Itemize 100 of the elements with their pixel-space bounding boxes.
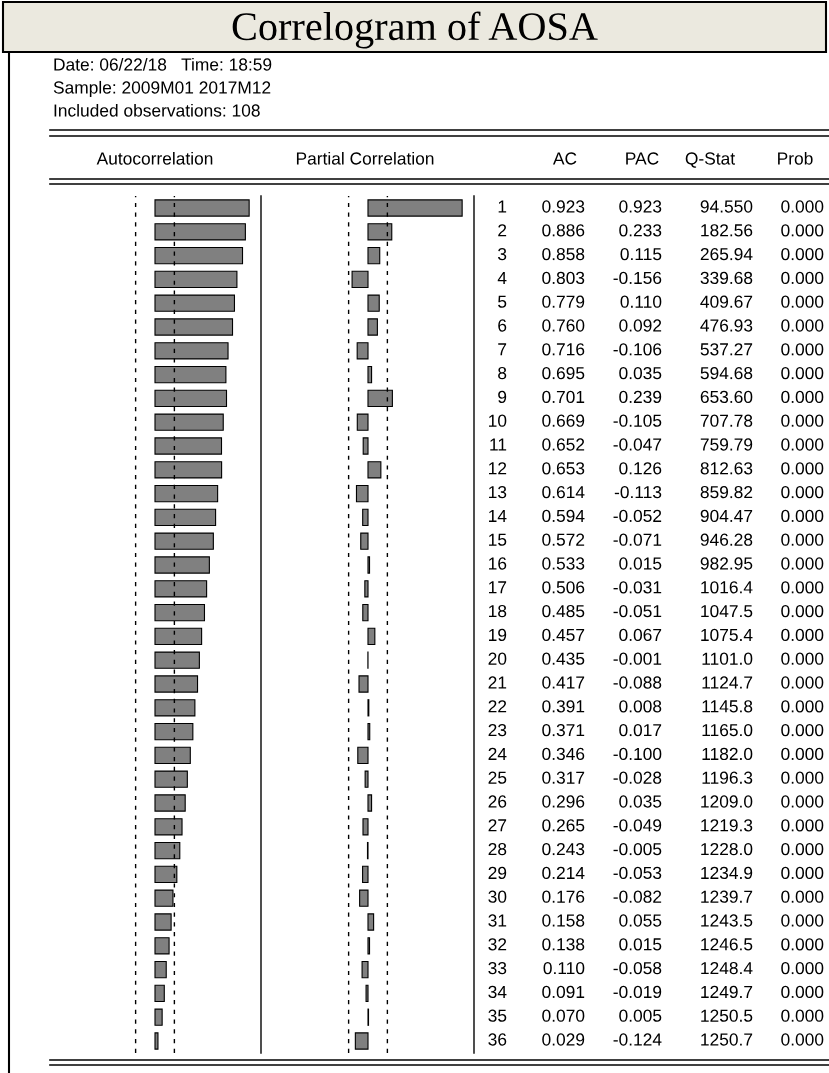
data-label: 0.055 bbox=[619, 914, 662, 927]
data-label: 0.070 bbox=[542, 1009, 585, 1022]
y-tick-label: 34 bbox=[488, 985, 507, 999]
y-tick-label: 12 bbox=[489, 462, 507, 475]
text: 812.63 bbox=[700, 462, 753, 475]
y-tick-label: 31 bbox=[488, 914, 507, 927]
text: 339.68 bbox=[700, 271, 753, 285]
data-label: 0.858 bbox=[542, 247, 585, 261]
data-label: 0.296 bbox=[542, 795, 585, 808]
bar bbox=[367, 913, 375, 931]
y-tick-label: 19 bbox=[489, 628, 507, 642]
text: 1145.8 bbox=[702, 700, 753, 713]
text: 0.000 bbox=[781, 914, 824, 927]
data-label: 0.015 bbox=[619, 557, 662, 570]
text: 0.000 bbox=[781, 271, 824, 285]
text: 1246.5 bbox=[701, 938, 753, 951]
data-label: 0.017 bbox=[619, 723, 662, 737]
text: 0.000 bbox=[781, 319, 824, 332]
data-label: 0.317 bbox=[542, 771, 585, 784]
text: Sample: 2009M01 2017M12 bbox=[53, 80, 271, 98]
data-label: 0.029 bbox=[542, 1033, 585, 1046]
text: 1101.0 bbox=[702, 652, 753, 665]
y-tick-label: 3 bbox=[498, 247, 507, 261]
text: 0.000 bbox=[781, 700, 824, 713]
y-tick-label: 10 bbox=[489, 414, 507, 427]
data-label: -0.106 bbox=[613, 343, 662, 356]
data-label: 0.716 bbox=[542, 343, 585, 356]
text: 0.000 bbox=[781, 652, 824, 665]
bar bbox=[357, 746, 369, 765]
text: Date: 06/22/18 Time: 18:59 bbox=[54, 57, 272, 71]
y-tick-label: 17 bbox=[489, 581, 507, 594]
text: 476.93 bbox=[700, 319, 753, 332]
text: 1016.4 bbox=[701, 581, 753, 594]
data-label: -0.082 bbox=[613, 890, 662, 903]
text: 0.000 bbox=[781, 533, 824, 546]
text: 982.95 bbox=[700, 557, 753, 570]
data-label: -0.005 bbox=[613, 842, 662, 856]
data-label: 0.506 bbox=[542, 581, 585, 594]
text: 0.000 bbox=[781, 961, 824, 975]
data-label: 0.265 bbox=[542, 819, 585, 832]
text: 594.68 bbox=[700, 366, 753, 380]
text: 1047.5 bbox=[701, 604, 753, 618]
data-label: 0.614 bbox=[542, 485, 585, 499]
data-label: 0.214 bbox=[542, 866, 585, 880]
y-tick-label: 36 bbox=[488, 1033, 507, 1046]
data-label: 0.346 bbox=[542, 747, 585, 761]
data-label: 0.886 bbox=[542, 224, 585, 237]
text: 1249.7 bbox=[701, 985, 753, 999]
text: Q-Stat bbox=[685, 152, 735, 168]
chart-title: Partial Correlation bbox=[296, 151, 434, 165]
data-label: -0.124 bbox=[613, 1033, 662, 1046]
text: 0.000 bbox=[781, 200, 824, 213]
bar bbox=[362, 865, 369, 884]
text: 1250.5 bbox=[701, 1009, 753, 1022]
data-label: -0.019 bbox=[613, 985, 662, 999]
bar bbox=[367, 246, 381, 265]
data-label: 0.005 bbox=[619, 1009, 662, 1022]
text: 1250.7 bbox=[701, 1033, 753, 1046]
y-tick-label: 5 bbox=[498, 295, 507, 308]
text: 0.000 bbox=[781, 224, 824, 237]
y-tick-label: 25 bbox=[488, 771, 507, 784]
data-label: -0.113 bbox=[614, 485, 662, 499]
y-tick-label: 22 bbox=[488, 700, 507, 713]
y-tick-label: 26 bbox=[488, 795, 507, 808]
data-label: 0.391 bbox=[542, 700, 585, 713]
text: 0.000 bbox=[781, 247, 824, 261]
text: 0.000 bbox=[781, 890, 824, 903]
bar bbox=[354, 1032, 369, 1050]
text: 409.67 bbox=[700, 295, 753, 308]
data-label: 0.371 bbox=[542, 723, 585, 737]
data-label: 0.138 bbox=[542, 938, 585, 951]
data-label: 0.067 bbox=[619, 628, 662, 642]
text: 1209.0 bbox=[701, 795, 753, 808]
bar bbox=[355, 484, 369, 503]
bar bbox=[367, 318, 378, 336]
text: 0.000 bbox=[781, 938, 824, 951]
data-label: 0.652 bbox=[542, 438, 585, 451]
data-label: -0.088 bbox=[613, 676, 662, 689]
y-tick-label: 23 bbox=[488, 723, 507, 737]
bar bbox=[154, 960, 167, 979]
text: 0.000 bbox=[781, 842, 824, 856]
text: 759.79 bbox=[700, 438, 753, 451]
text: 182.56 bbox=[701, 224, 753, 237]
y-tick-label: 30 bbox=[488, 890, 507, 903]
text: 0.000 bbox=[781, 414, 824, 427]
data-label: 0.779 bbox=[542, 295, 585, 308]
text: 859.82 bbox=[700, 485, 753, 499]
chart-title: Autocorrelation bbox=[96, 151, 213, 165]
y-tick-label: 6 bbox=[498, 319, 507, 332]
text: 0.000 bbox=[781, 723, 824, 737]
bar bbox=[361, 960, 369, 979]
bar bbox=[364, 770, 369, 788]
y-tick-label: 33 bbox=[488, 961, 507, 975]
text: 0.000 bbox=[781, 866, 824, 880]
text: 0.000 bbox=[781, 366, 824, 380]
y-tick-label: 20 bbox=[488, 652, 507, 665]
text: 94.550 bbox=[700, 200, 753, 213]
y-tick-label: 28 bbox=[488, 842, 507, 856]
y-tick-label: 35 bbox=[488, 1009, 507, 1022]
data-label: -0.049 bbox=[613, 819, 662, 832]
